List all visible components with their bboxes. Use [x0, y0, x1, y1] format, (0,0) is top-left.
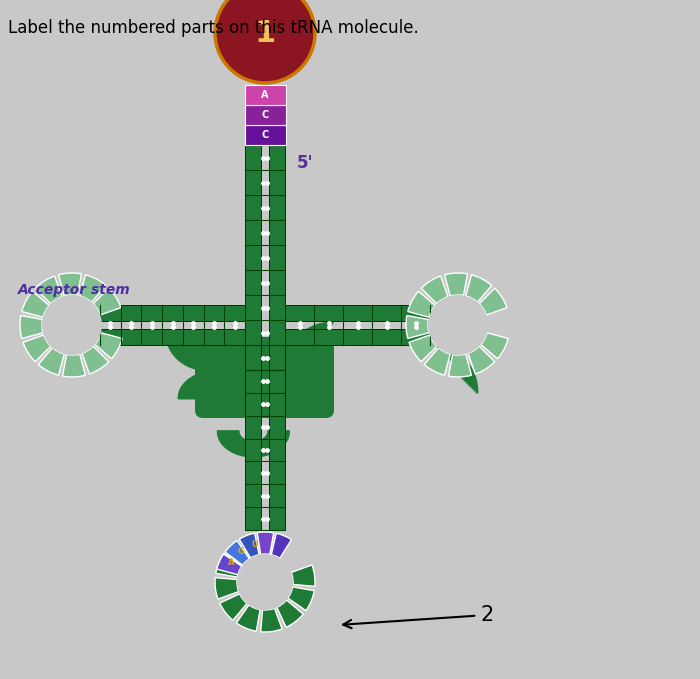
- Text: A: A: [228, 558, 235, 567]
- Wedge shape: [272, 533, 291, 558]
- Wedge shape: [449, 354, 472, 377]
- Wedge shape: [288, 587, 314, 610]
- Text: C: C: [261, 110, 269, 120]
- Wedge shape: [406, 316, 429, 338]
- Wedge shape: [215, 578, 239, 599]
- Wedge shape: [80, 275, 106, 302]
- Bar: [245, 145, 261, 370]
- Circle shape: [215, 0, 315, 83]
- Bar: [245, 85, 286, 105]
- Wedge shape: [237, 605, 260, 631]
- Bar: [285, 329, 430, 345]
- Bar: [285, 305, 430, 321]
- Bar: [269, 370, 285, 530]
- Wedge shape: [82, 346, 108, 374]
- Bar: [245, 125, 286, 145]
- Circle shape: [428, 295, 488, 355]
- Wedge shape: [35, 276, 62, 304]
- Wedge shape: [480, 288, 507, 315]
- Wedge shape: [93, 288, 121, 315]
- Bar: [245, 370, 261, 530]
- Polygon shape: [165, 330, 205, 370]
- Wedge shape: [225, 540, 249, 565]
- Text: A: A: [261, 90, 269, 100]
- Text: C: C: [261, 130, 269, 140]
- Wedge shape: [20, 316, 43, 338]
- Wedge shape: [409, 335, 437, 362]
- Wedge shape: [408, 291, 435, 317]
- Wedge shape: [239, 533, 259, 558]
- Bar: [100, 329, 245, 345]
- Circle shape: [42, 295, 102, 355]
- Polygon shape: [175, 330, 205, 360]
- Bar: [100, 305, 245, 321]
- Wedge shape: [421, 276, 448, 304]
- Wedge shape: [216, 553, 242, 577]
- Wedge shape: [291, 565, 315, 587]
- Text: G: G: [237, 547, 244, 556]
- Text: Acceptor stem: Acceptor stem: [18, 283, 131, 297]
- Circle shape: [237, 554, 293, 610]
- Wedge shape: [468, 346, 495, 374]
- Text: 1: 1: [254, 18, 276, 48]
- Bar: [245, 105, 286, 125]
- Text: Label the numbered parts on this tRNA molecule.: Label the numbered parts on this tRNA mo…: [8, 19, 419, 37]
- Wedge shape: [424, 348, 450, 375]
- Wedge shape: [220, 594, 247, 621]
- Wedge shape: [94, 333, 122, 359]
- Wedge shape: [22, 291, 49, 317]
- Wedge shape: [38, 348, 64, 375]
- Text: 5': 5': [297, 154, 314, 172]
- Wedge shape: [62, 354, 85, 377]
- Wedge shape: [257, 532, 274, 555]
- Text: 2: 2: [343, 605, 494, 628]
- Wedge shape: [466, 275, 492, 302]
- Wedge shape: [481, 333, 508, 359]
- Wedge shape: [217, 554, 241, 574]
- Bar: [269, 145, 285, 370]
- Wedge shape: [444, 273, 468, 296]
- Wedge shape: [23, 335, 51, 362]
- Wedge shape: [276, 600, 303, 627]
- Wedge shape: [260, 608, 282, 632]
- FancyBboxPatch shape: [195, 337, 334, 418]
- Wedge shape: [59, 273, 81, 296]
- Text: U: U: [251, 540, 258, 549]
